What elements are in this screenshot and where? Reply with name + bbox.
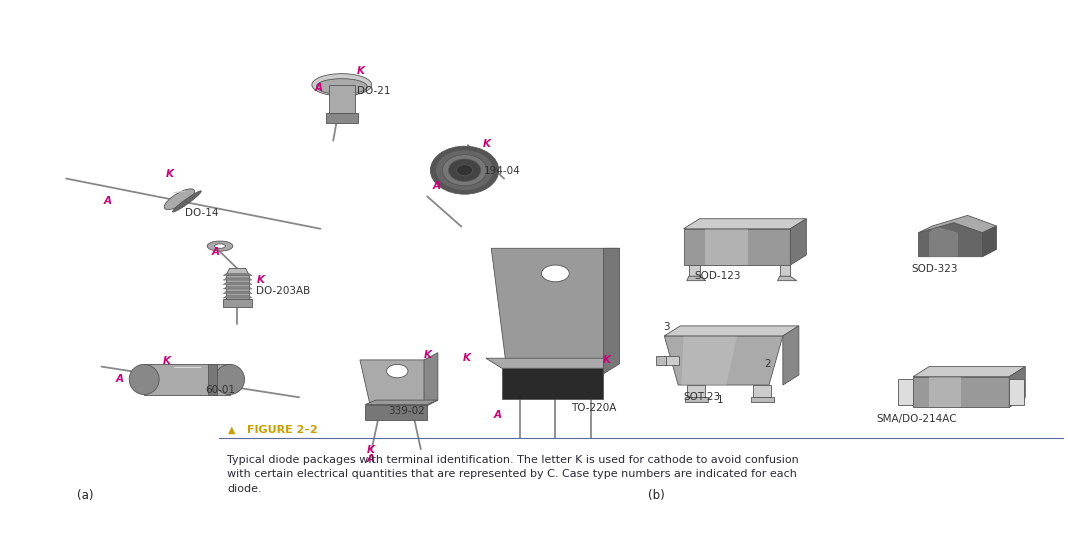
- Polygon shape: [223, 291, 252, 294]
- Polygon shape: [326, 113, 358, 123]
- Text: A: A: [115, 374, 123, 384]
- Text: (a): (a): [77, 489, 93, 502]
- Ellipse shape: [215, 244, 225, 248]
- Text: 3: 3: [663, 322, 670, 332]
- Polygon shape: [208, 364, 217, 395]
- Ellipse shape: [312, 74, 372, 96]
- Polygon shape: [329, 85, 355, 113]
- Text: K: K: [462, 353, 470, 363]
- Text: DO-14: DO-14: [185, 208, 218, 218]
- Text: TO-220A: TO-220A: [571, 403, 616, 413]
- Ellipse shape: [316, 79, 367, 94]
- Polygon shape: [502, 368, 603, 399]
- Polygon shape: [918, 215, 996, 233]
- Polygon shape: [753, 385, 771, 397]
- Text: 60-01: 60-01: [205, 385, 235, 395]
- Polygon shape: [684, 219, 806, 229]
- Polygon shape: [491, 248, 619, 374]
- Text: 194-04: 194-04: [484, 166, 520, 176]
- Text: K: K: [256, 275, 264, 285]
- Text: SOT-23: SOT-23: [684, 392, 720, 402]
- Text: DO-203AB: DO-203AB: [256, 286, 311, 296]
- Text: A: A: [493, 410, 501, 420]
- Text: DO-21: DO-21: [357, 86, 390, 97]
- Ellipse shape: [442, 155, 487, 186]
- Text: K: K: [357, 66, 364, 76]
- Ellipse shape: [215, 364, 245, 395]
- Text: A: A: [366, 454, 374, 464]
- Ellipse shape: [430, 146, 499, 194]
- Polygon shape: [681, 336, 737, 385]
- Polygon shape: [223, 278, 252, 280]
- Ellipse shape: [449, 159, 481, 181]
- Polygon shape: [486, 358, 619, 368]
- Text: A: A: [433, 181, 440, 191]
- Text: K: K: [602, 355, 610, 365]
- Polygon shape: [226, 268, 249, 275]
- Polygon shape: [780, 265, 790, 276]
- Text: (b): (b): [648, 489, 665, 502]
- Text: K: K: [162, 356, 170, 366]
- Ellipse shape: [541, 265, 569, 282]
- Polygon shape: [918, 223, 983, 257]
- Polygon shape: [790, 219, 806, 265]
- Polygon shape: [365, 400, 438, 405]
- Polygon shape: [684, 229, 790, 265]
- Polygon shape: [223, 282, 252, 285]
- Polygon shape: [689, 265, 700, 276]
- Text: SMA/DO-214AC: SMA/DO-214AC: [876, 414, 957, 424]
- Polygon shape: [913, 367, 1025, 377]
- Ellipse shape: [457, 165, 472, 176]
- Text: FIGURE 2–2: FIGURE 2–2: [247, 425, 317, 435]
- Polygon shape: [656, 356, 666, 365]
- Text: 339-02: 339-02: [388, 406, 424, 416]
- Polygon shape: [983, 226, 996, 257]
- Polygon shape: [687, 276, 706, 281]
- Polygon shape: [898, 379, 913, 405]
- Polygon shape: [360, 360, 435, 407]
- Polygon shape: [424, 353, 438, 407]
- Polygon shape: [929, 377, 961, 407]
- Text: K: K: [366, 445, 374, 455]
- Polygon shape: [685, 397, 708, 402]
- Ellipse shape: [173, 191, 201, 212]
- Polygon shape: [603, 248, 619, 374]
- Ellipse shape: [387, 364, 408, 378]
- Polygon shape: [226, 275, 249, 299]
- Ellipse shape: [129, 364, 159, 395]
- Text: A: A: [104, 196, 111, 206]
- Polygon shape: [687, 385, 705, 397]
- Text: Typical diode packages with terminal identification. The letter K is used for ca: Typical diode packages with terminal ide…: [227, 455, 799, 494]
- Polygon shape: [365, 405, 427, 420]
- Polygon shape: [1009, 367, 1025, 407]
- Polygon shape: [223, 299, 252, 307]
- Polygon shape: [144, 364, 230, 395]
- Ellipse shape: [207, 241, 233, 251]
- Polygon shape: [783, 326, 799, 385]
- Text: 2: 2: [765, 359, 771, 369]
- Text: 1: 1: [717, 395, 723, 405]
- Text: K: K: [166, 169, 173, 179]
- Polygon shape: [913, 377, 1009, 407]
- Polygon shape: [751, 397, 774, 402]
- Text: A: A: [315, 83, 323, 93]
- Polygon shape: [223, 296, 252, 298]
- Polygon shape: [223, 273, 252, 276]
- Polygon shape: [778, 276, 797, 281]
- Text: A: A: [211, 247, 219, 257]
- Text: SOD-123: SOD-123: [694, 271, 741, 281]
- Ellipse shape: [164, 189, 194, 210]
- Text: ▲: ▲: [227, 425, 235, 435]
- Polygon shape: [664, 336, 783, 385]
- Polygon shape: [929, 226, 958, 257]
- Polygon shape: [664, 326, 799, 336]
- Ellipse shape: [436, 150, 493, 191]
- Text: K: K: [424, 350, 431, 360]
- Polygon shape: [223, 287, 252, 289]
- Polygon shape: [664, 356, 679, 365]
- Polygon shape: [705, 229, 748, 265]
- Polygon shape: [1009, 379, 1024, 405]
- Text: SOD-323: SOD-323: [911, 264, 958, 274]
- Text: K: K: [483, 139, 490, 149]
